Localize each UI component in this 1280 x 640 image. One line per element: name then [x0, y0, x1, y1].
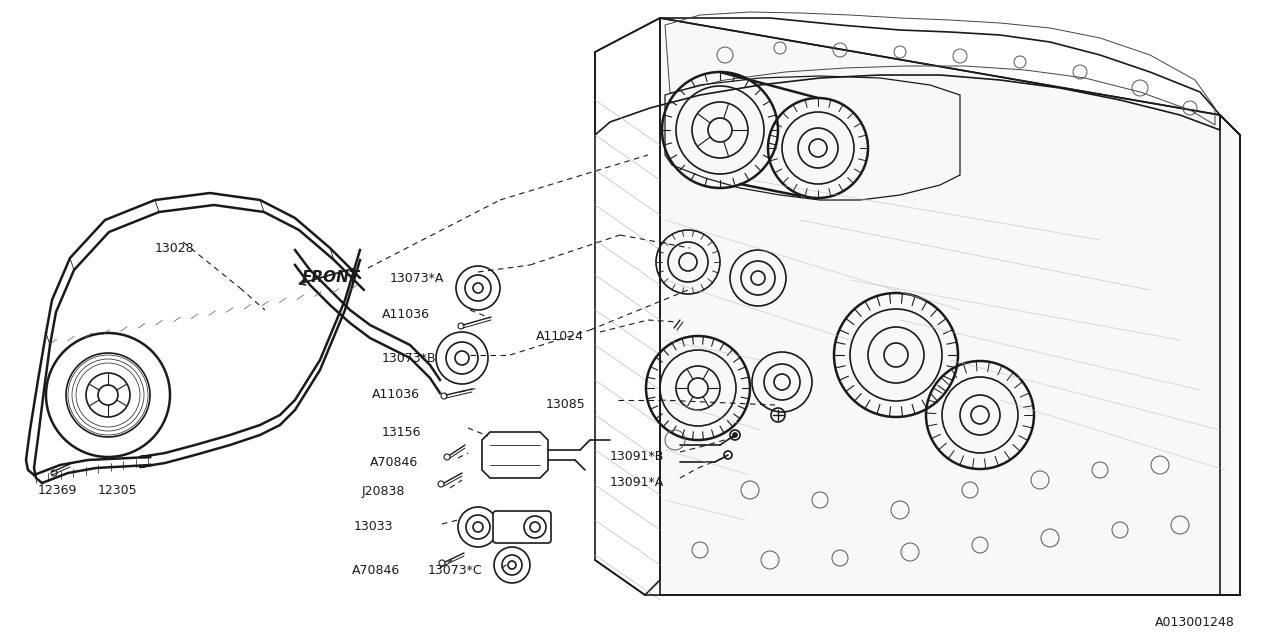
Text: FRONT: FRONT	[302, 271, 360, 285]
Text: J20838: J20838	[362, 484, 406, 497]
Text: A70846: A70846	[370, 456, 419, 468]
Text: A11024: A11024	[536, 330, 584, 344]
Text: 13073*A: 13073*A	[390, 271, 444, 285]
Text: 13028: 13028	[155, 241, 195, 255]
Polygon shape	[660, 18, 1240, 595]
Circle shape	[733, 433, 737, 437]
Text: 13073*B: 13073*B	[381, 351, 436, 365]
Text: 13091*B: 13091*B	[611, 449, 664, 463]
Text: 13156: 13156	[381, 426, 421, 438]
Text: 13073*C: 13073*C	[428, 563, 483, 577]
Text: 13091*A: 13091*A	[611, 476, 664, 488]
Text: 13085: 13085	[547, 399, 586, 412]
FancyBboxPatch shape	[493, 511, 550, 543]
Text: A013001248: A013001248	[1155, 616, 1235, 628]
Text: 12305: 12305	[99, 483, 138, 497]
Text: A11036: A11036	[372, 388, 420, 401]
Text: A11036: A11036	[381, 307, 430, 321]
Text: 13033: 13033	[355, 520, 393, 534]
Text: 12369: 12369	[38, 483, 77, 497]
Text: A70846: A70846	[352, 563, 401, 577]
